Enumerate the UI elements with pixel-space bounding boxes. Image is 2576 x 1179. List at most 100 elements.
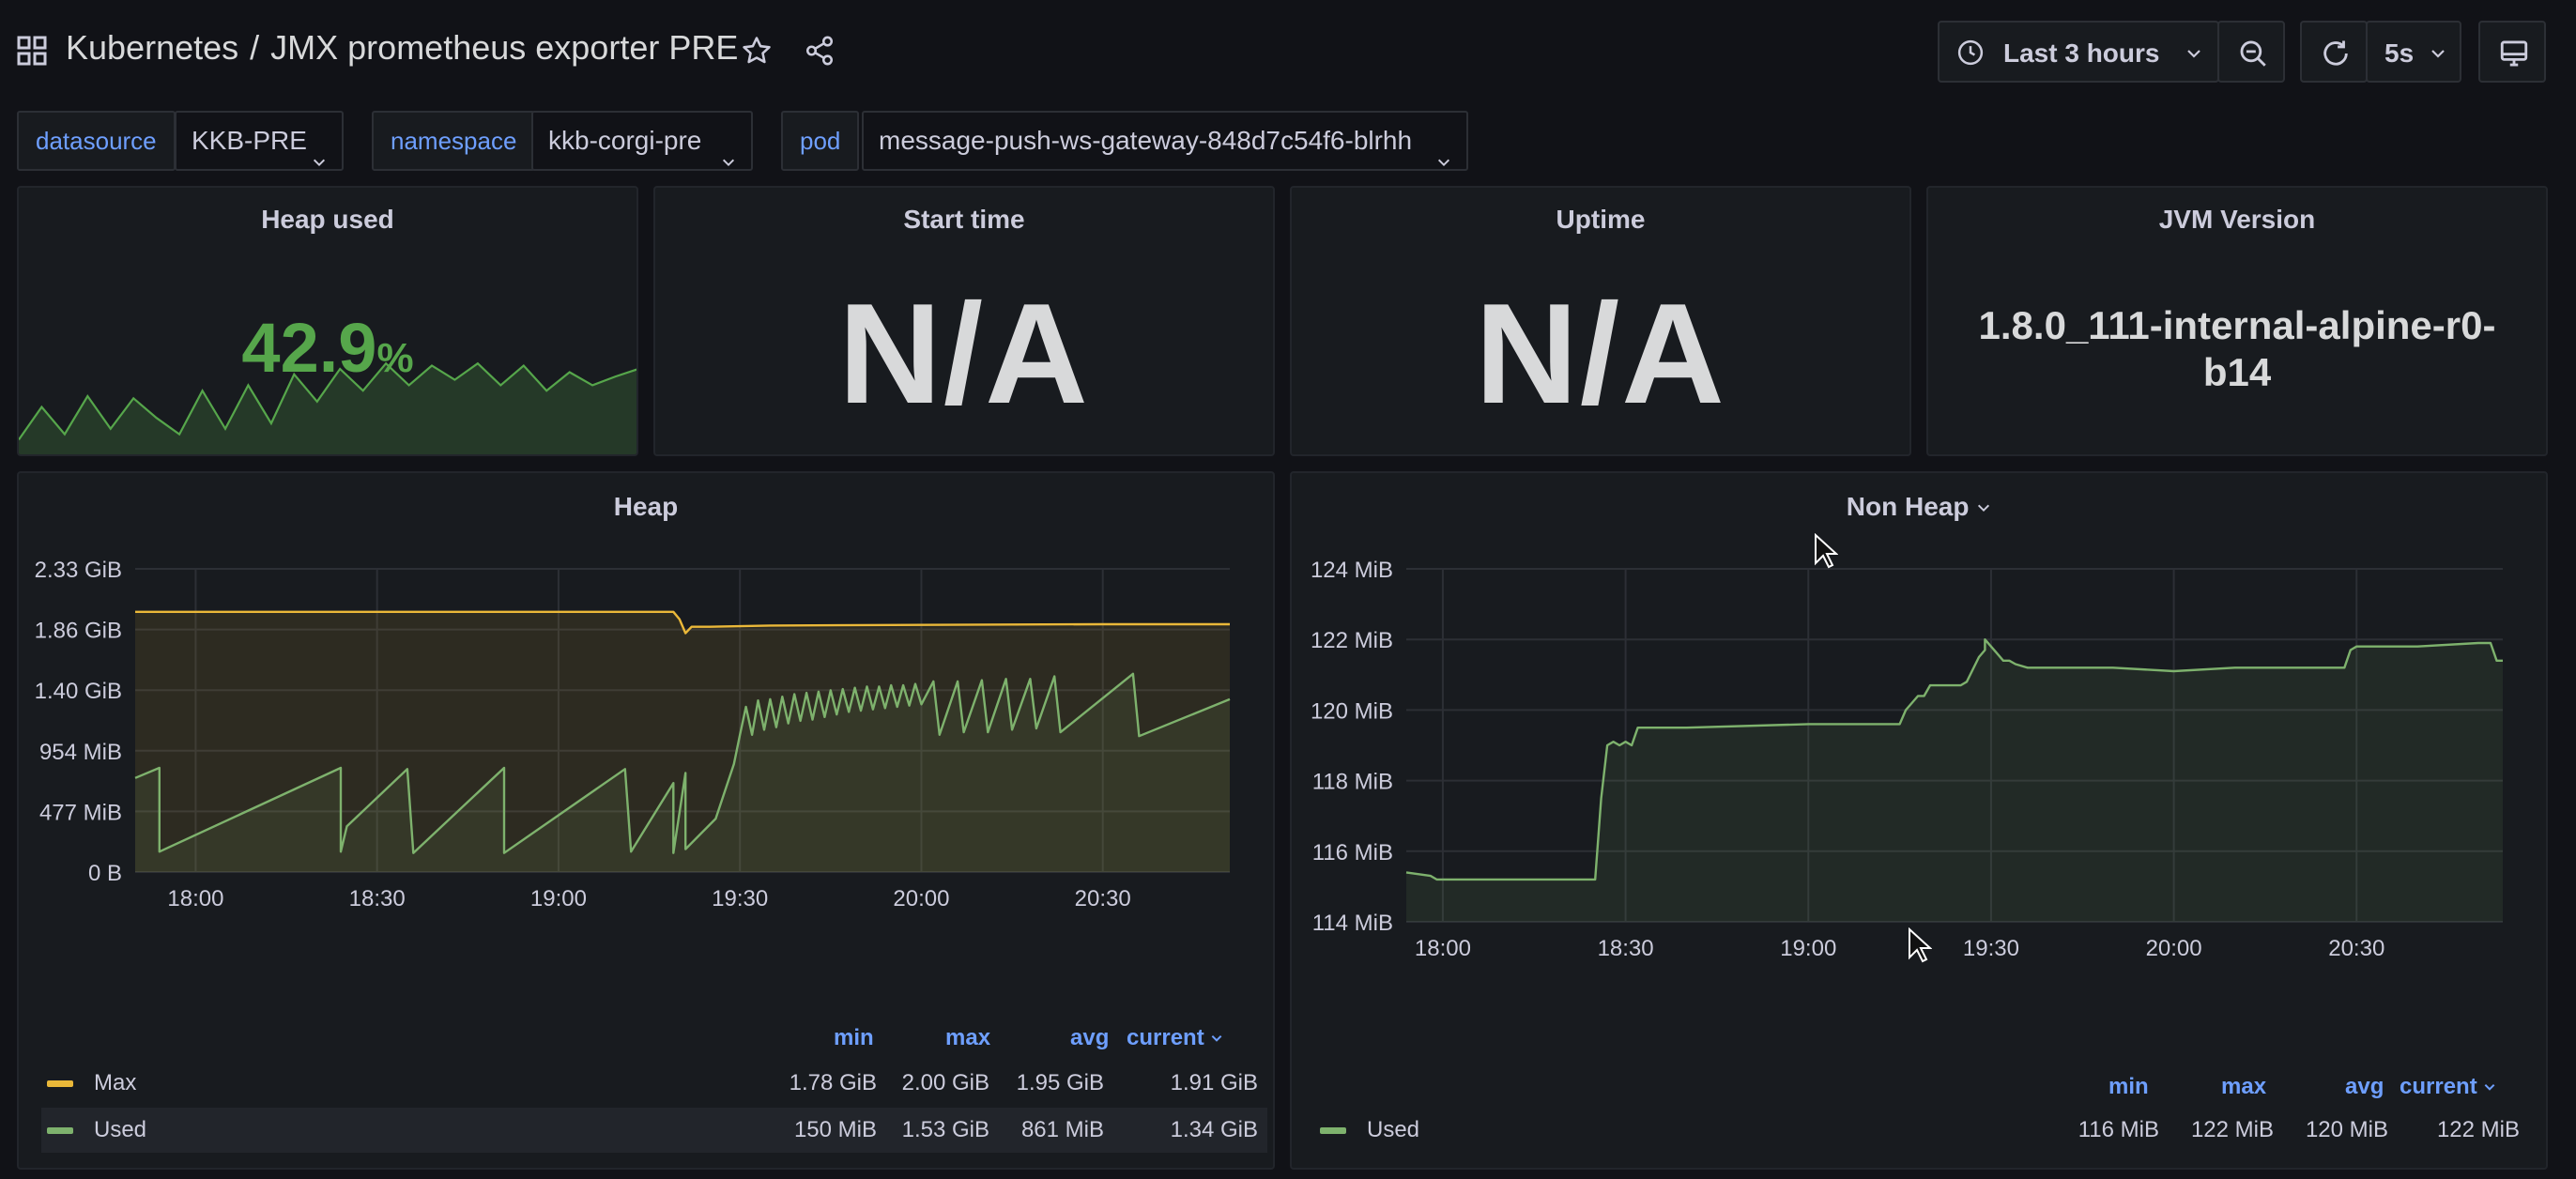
series-area-max bbox=[135, 611, 1230, 872]
variable-value-datasource: KKB-PRE bbox=[192, 126, 307, 155]
legend-value-current: 1.91 GiB bbox=[1170, 1070, 1258, 1095]
chevron-down-icon bbox=[1436, 133, 1451, 190]
panel-title[interactable]: Non Heap bbox=[1292, 492, 2546, 522]
y-tick-label: 477 MiB bbox=[39, 800, 122, 825]
chevron-down-icon bbox=[1210, 1025, 1223, 1050]
tv-mode-button[interactable] bbox=[2478, 21, 2546, 83]
legend-row[interactable]: Used 116 MiB 122 MiB 120 MiB 122 MiB bbox=[1314, 1108, 2540, 1153]
panel-title: Heap bbox=[613, 492, 679, 521]
jvm-version-value: 1.8.0_111-internal-alpine-r0-b14 bbox=[1978, 303, 2496, 394]
refresh-interval-picker[interactable]: 5s bbox=[2366, 21, 2461, 83]
panel-title: JVM Version bbox=[2158, 205, 2316, 234]
sparkline-line bbox=[19, 361, 636, 441]
chevron-down-icon bbox=[2430, 45, 2446, 67]
legend-series-name: Max bbox=[94, 1070, 137, 1095]
x-tick-label: 20:00 bbox=[893, 886, 949, 911]
clock-icon bbox=[1956, 38, 1985, 71]
uptime-panel[interactable]: Uptime N/A bbox=[1290, 186, 1911, 456]
series-line-used bbox=[134, 672, 1231, 854]
breadcrumb-separator: / bbox=[250, 28, 260, 67]
y-tick-label: 118 MiB bbox=[1312, 770, 1393, 795]
panel-title: Start time bbox=[903, 205, 1025, 234]
mouse-cursor-icon bbox=[1908, 926, 1933, 968]
variable-label-pod: pod bbox=[781, 111, 860, 171]
series-area-used bbox=[1406, 639, 2503, 922]
variable-select-datasource[interactable]: KKB-PRE bbox=[175, 111, 344, 171]
legend-series-name: Used bbox=[1367, 1117, 1420, 1142]
legend-row[interactable]: Max 1.78 GiB 2.00 GiB 1.95 GiB 1.91 GiB bbox=[41, 1061, 1267, 1106]
legend-header-min[interactable]: min bbox=[834, 1025, 874, 1050]
y-tick-label: 954 MiB bbox=[39, 740, 122, 765]
legend-header-current[interactable]: current bbox=[2400, 1074, 2496, 1100]
heap-panel[interactable]: Heap 0 B 477 MiB 954 MiB 1.40 GiB 1.86 GiB 2.… bbox=[17, 471, 1275, 1170]
x-tick-label: 18:00 bbox=[1415, 936, 1471, 961]
legend-value-max: 122 MiB bbox=[2190, 1117, 2274, 1142]
heap-used-panel[interactable]: Heap used 42.9% bbox=[17, 186, 638, 456]
jvm-version-panel[interactable]: JVM Version 1.8.0_111-internal-alpine-r0… bbox=[1926, 186, 2548, 456]
legend-row[interactable]: Used 150 MiB 1.53 GiB 861 MiB 1.34 GiB bbox=[41, 1108, 1267, 1153]
variable-value-pod: message-push-ws-gateway-848d7c54f6-blrhh bbox=[879, 126, 1413, 155]
y-tick-label: 116 MiB bbox=[1312, 840, 1393, 865]
stat-value: 42.9 bbox=[241, 309, 377, 387]
variable-select-pod[interactable]: message-push-ws-gateway-848d7c54f6-blrhh bbox=[862, 111, 1468, 171]
stat-unit: % bbox=[376, 335, 414, 381]
share-icon[interactable] bbox=[804, 35, 836, 67]
breadcrumb-folder[interactable]: Kubernetes bbox=[66, 28, 239, 67]
legend-header-avg[interactable]: avg bbox=[2345, 1074, 2384, 1099]
monitor-icon bbox=[2498, 38, 2530, 74]
legend-swatch-max bbox=[47, 1080, 73, 1087]
variables-bar: datasource KKB-PRE namespace kkb-corgi-p… bbox=[0, 111, 2576, 173]
legend-swatch-used bbox=[1320, 1127, 1346, 1134]
y-tick-label: 1.86 GiB bbox=[35, 619, 122, 644]
y-tick-label: 122 MiB bbox=[1311, 628, 1393, 653]
star-icon[interactable] bbox=[741, 35, 773, 67]
series-line-used bbox=[1405, 638, 2503, 881]
x-tick-label: 20:00 bbox=[2146, 936, 2202, 961]
x-tick-label: 19:00 bbox=[530, 886, 587, 911]
x-tick-label: 18:00 bbox=[167, 886, 223, 911]
legend-header-max[interactable]: max bbox=[2221, 1074, 2267, 1099]
variable-label-datasource: datasource bbox=[17, 111, 176, 171]
top-navbar: Kubernetes / JMX prometheus exporter PRE L… bbox=[0, 0, 2576, 103]
legend-value-avg: 861 MiB bbox=[1020, 1117, 1104, 1142]
dashboard-title[interactable]: JMX prometheus exporter PRE bbox=[270, 28, 739, 67]
legend-value-current: 1.34 GiB bbox=[1170, 1117, 1258, 1142]
chevron-down-icon bbox=[1976, 492, 1991, 521]
y-tick-label: 124 MiB bbox=[1311, 558, 1393, 583]
legend-value-current: 122 MiB bbox=[2436, 1117, 2520, 1142]
chevron-down-icon bbox=[312, 133, 327, 190]
legend-header-current-label: current bbox=[2400, 1074, 2477, 1099]
legend-header-min[interactable]: min bbox=[2108, 1074, 2149, 1099]
legend-header-current[interactable]: current bbox=[1127, 1025, 1223, 1051]
x-tick-label: 20:30 bbox=[1075, 886, 1131, 911]
mouse-cursor-icon bbox=[1814, 532, 1839, 574]
heap-chart: 0 B 477 MiB 954 MiB 1.40 GiB 1.86 GiB 2.33 Gi… bbox=[35, 558, 1231, 911]
apps-grid-icon[interactable] bbox=[17, 36, 47, 66]
y-tick-label: 2.33 GiB bbox=[35, 558, 122, 583]
start-time-value: N/A bbox=[838, 274, 1090, 434]
non-heap-chart: 114 MiB 116 MiB 118 MiB 120 MiB 122 MiB 124 M… bbox=[1311, 558, 2503, 961]
zoom-out-button[interactable] bbox=[2217, 21, 2285, 83]
legend-header-current-label: current bbox=[1127, 1025, 1204, 1050]
heap-used-value: 42.9% bbox=[19, 308, 636, 388]
refresh-button[interactable] bbox=[2300, 21, 2368, 83]
legend-value-avg: 120 MiB bbox=[2305, 1117, 2388, 1142]
legend-header-avg[interactable]: avg bbox=[1070, 1025, 1110, 1050]
legend-swatch-used bbox=[47, 1127, 73, 1134]
y-tick-label: 120 MiB bbox=[1311, 698, 1393, 724]
x-tick-label: 20:30 bbox=[2328, 936, 2384, 961]
chevron-down-icon bbox=[2185, 45, 2202, 67]
heap-used-sparkline bbox=[19, 361, 636, 454]
x-tick-label: 18:30 bbox=[349, 886, 406, 911]
chevron-down-icon bbox=[2483, 1074, 2496, 1099]
refresh-interval-label: 5s bbox=[2384, 38, 2415, 68]
start-time-panel[interactable]: Start time N/A bbox=[653, 186, 1275, 456]
time-range-picker[interactable]: Last 3 hours bbox=[1938, 21, 2219, 83]
variable-select-namespace[interactable]: kkb-corgi-pre bbox=[531, 111, 753, 171]
sparkline-area bbox=[19, 363, 636, 454]
non-heap-panel[interactable]: Non Heap 114 MiB 116 MiB 118 MiB 120 MiB 122… bbox=[1290, 471, 2548, 1170]
x-tick-label: 19:00 bbox=[1780, 936, 1836, 961]
refresh-icon bbox=[2320, 38, 2352, 74]
legend-header-max[interactable]: max bbox=[945, 1025, 991, 1050]
legend-series-name: Used bbox=[94, 1117, 147, 1142]
